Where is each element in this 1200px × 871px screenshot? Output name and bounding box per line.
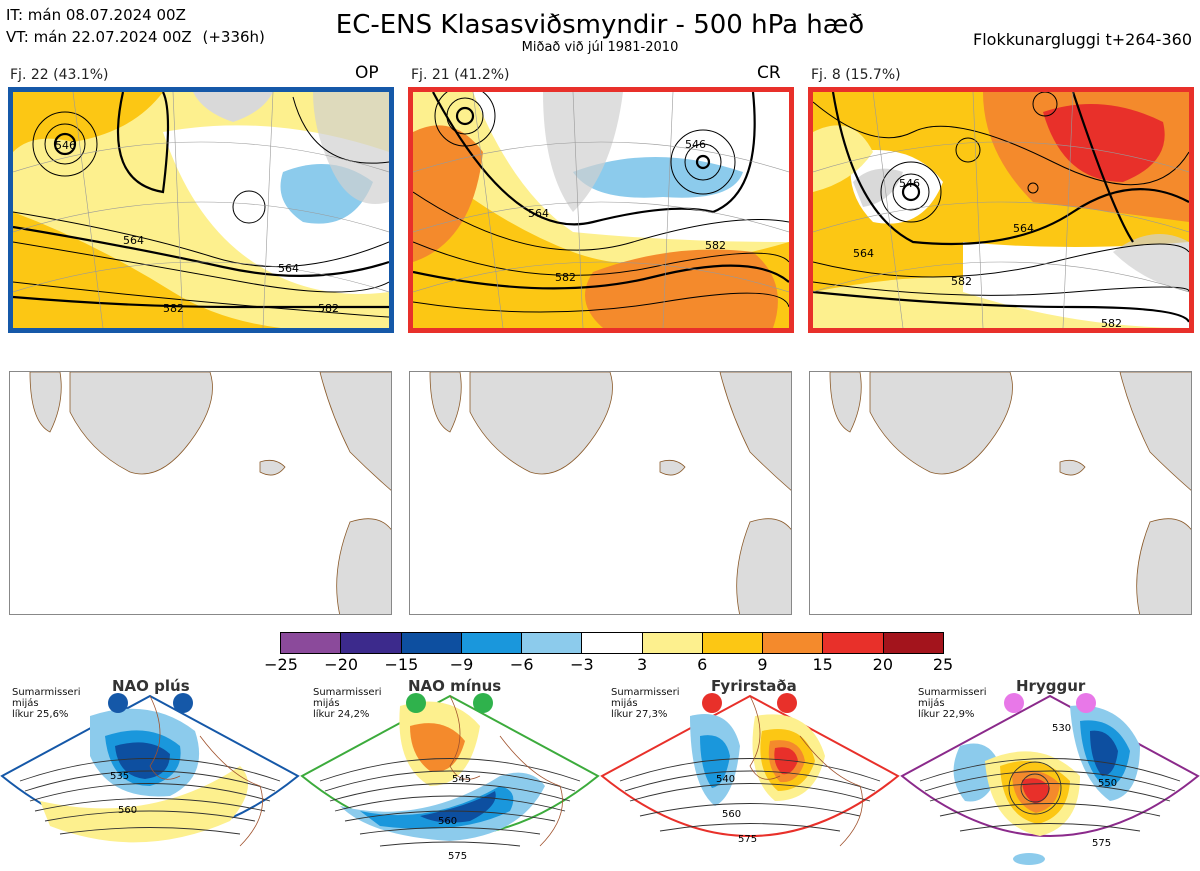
contour-label: 582 xyxy=(1101,317,1122,328)
regime-title-nao-plus: NAO plús xyxy=(112,677,190,695)
colorbar-tick-label: 20 xyxy=(872,655,893,674)
note-line: mijás xyxy=(611,698,638,709)
cluster-map-1: 546 564 564 582 582 xyxy=(8,87,394,333)
colorbar-tick-label: 15 xyxy=(812,655,833,674)
contour-label: 550 xyxy=(1098,778,1117,789)
base-map-2 xyxy=(409,371,792,615)
colorbar-swatch xyxy=(581,633,642,653)
regime-note-ridge: Sumarmisseri mijás líkur 22,9% xyxy=(918,687,986,720)
colorbar-swatch xyxy=(762,633,823,653)
colorbar-swatch xyxy=(340,633,401,653)
note-line: Sumarmisseri xyxy=(313,687,382,698)
colorbar-tick-label: 25 xyxy=(932,655,954,674)
cluster-map-3: 546 564 564 582 582 xyxy=(808,87,1194,333)
base-map-3 xyxy=(809,371,1192,615)
colorbar-swatch xyxy=(701,633,763,653)
contour-label: 546 xyxy=(55,139,76,152)
contour-label: 564 xyxy=(853,247,874,260)
contour-label: 546 xyxy=(685,138,706,151)
contour-label: 560 xyxy=(438,816,457,827)
note-line: líkur 25,6% xyxy=(12,709,69,720)
note-line: Sumarmisseri xyxy=(611,687,680,698)
colorbar-swatch xyxy=(400,633,461,653)
note-line: líkur 27,3% xyxy=(611,709,668,720)
colorbar-swatch xyxy=(281,633,341,653)
cluster-3-label: Fj. 8 (15.7%) xyxy=(811,67,901,83)
contour-label: 582 xyxy=(163,302,184,315)
contour-label: 582 xyxy=(951,275,972,288)
base-map-1 xyxy=(9,371,392,615)
it-line: IT: mán 08.07.2024 00Z xyxy=(6,6,186,24)
contour-label: 564 xyxy=(1013,222,1034,235)
colorbar-tick-label: 9 xyxy=(757,655,768,674)
note-line: líkur 24,2% xyxy=(313,709,370,720)
note-line: mijás xyxy=(12,698,39,709)
regime-note-nao-plus: Sumarmisseri mijás líkur 25,6% xyxy=(12,687,80,720)
regime-title-nao-minus: NAO mínus xyxy=(408,677,502,695)
page-subtitle: Miðað við júl 1981-2010 xyxy=(521,40,679,55)
note-line: mijás xyxy=(918,698,945,709)
contour-label: 575 xyxy=(738,834,757,845)
colorbar-tick-label: 3 xyxy=(636,655,648,674)
header-left: IT: mán 08.07.2024 00Z VT: mán 22.07.202… xyxy=(6,4,265,48)
regime-blocking: 540 560 575 xyxy=(600,693,900,847)
contour-label: 564 xyxy=(528,207,549,220)
note-line: mijás xyxy=(313,698,340,709)
contour-label: 545 xyxy=(452,774,471,785)
colorbar xyxy=(280,632,944,654)
contour-label: 530 xyxy=(1052,723,1071,734)
contour-label: 560 xyxy=(722,809,741,820)
note-line: líkur 22,9% xyxy=(918,709,975,720)
colorbar-swatch xyxy=(641,633,702,653)
contour-label: 560 xyxy=(118,805,137,816)
contour-label: 535 xyxy=(110,771,129,782)
contour-label: 575 xyxy=(1092,838,1111,849)
colorbar-tick-label: −3 xyxy=(570,655,594,674)
note-line: Sumarmisseri xyxy=(918,687,987,698)
colorbar-tick-label: −9 xyxy=(449,655,474,674)
vt-line: VT: mán 22.07.2024 00Z (+336h) xyxy=(6,26,265,48)
contour-label: 564 xyxy=(123,234,144,247)
vt-offset: (+336h) xyxy=(202,28,265,46)
colorbar-swatch xyxy=(460,633,522,653)
colorbar-tick-label: −15 xyxy=(384,655,419,674)
vt-date: VT: mán 22.07.2024 00Z xyxy=(6,28,192,46)
cluster-2-label: Fj. 21 (41.2%) xyxy=(411,67,510,83)
colorbar-swatch xyxy=(521,633,582,653)
contour-label: 575 xyxy=(448,851,467,862)
regime-nao-plus: 535 560 xyxy=(0,693,300,847)
cluster-2-code: CR xyxy=(757,63,781,83)
regime-nao-minus: 545 560 575 xyxy=(300,693,600,862)
classification-window: Flokkunargluggi t+264-360 xyxy=(973,30,1192,49)
cluster-1-code: OP xyxy=(355,63,379,83)
contour-label: 582 xyxy=(318,302,339,315)
colorbar-swatch xyxy=(822,633,883,653)
colorbar-tick-label: −20 xyxy=(324,655,359,674)
colorbar-tick-label: −25 xyxy=(264,655,298,674)
contour-label: 582 xyxy=(705,239,726,252)
regime-title-ridge: Hryggur xyxy=(1016,677,1086,695)
colorbar-tick-label: −6 xyxy=(509,655,534,674)
regime-note-nao-minus: Sumarmisseri mijás líkur 24,2% xyxy=(313,687,381,720)
contour-label: 564 xyxy=(278,262,299,275)
note-line: Sumarmisseri xyxy=(12,687,81,698)
contour-label: 540 xyxy=(716,774,735,785)
contour-label: 582 xyxy=(555,271,576,284)
cluster-1-label: Fj. 22 (43.1%) xyxy=(10,67,109,83)
colorbar-swatch xyxy=(882,633,943,653)
contour-label: 546 xyxy=(899,177,920,190)
cluster-map-2: 546 564 582 582 xyxy=(408,87,794,333)
page-title: EC-ENS Klasasviðsmyndir - 500 hPa hæð xyxy=(335,10,865,40)
colorbar-tick-label: 6 xyxy=(697,655,708,674)
regime-ridge: 530 550 575 xyxy=(900,693,1200,865)
regime-row: 535 560 xyxy=(0,676,1200,871)
regime-title-blocking: Fyrirstaða xyxy=(711,677,797,695)
regime-note-blocking: Sumarmisseri mijás líkur 27,3% xyxy=(611,687,679,720)
